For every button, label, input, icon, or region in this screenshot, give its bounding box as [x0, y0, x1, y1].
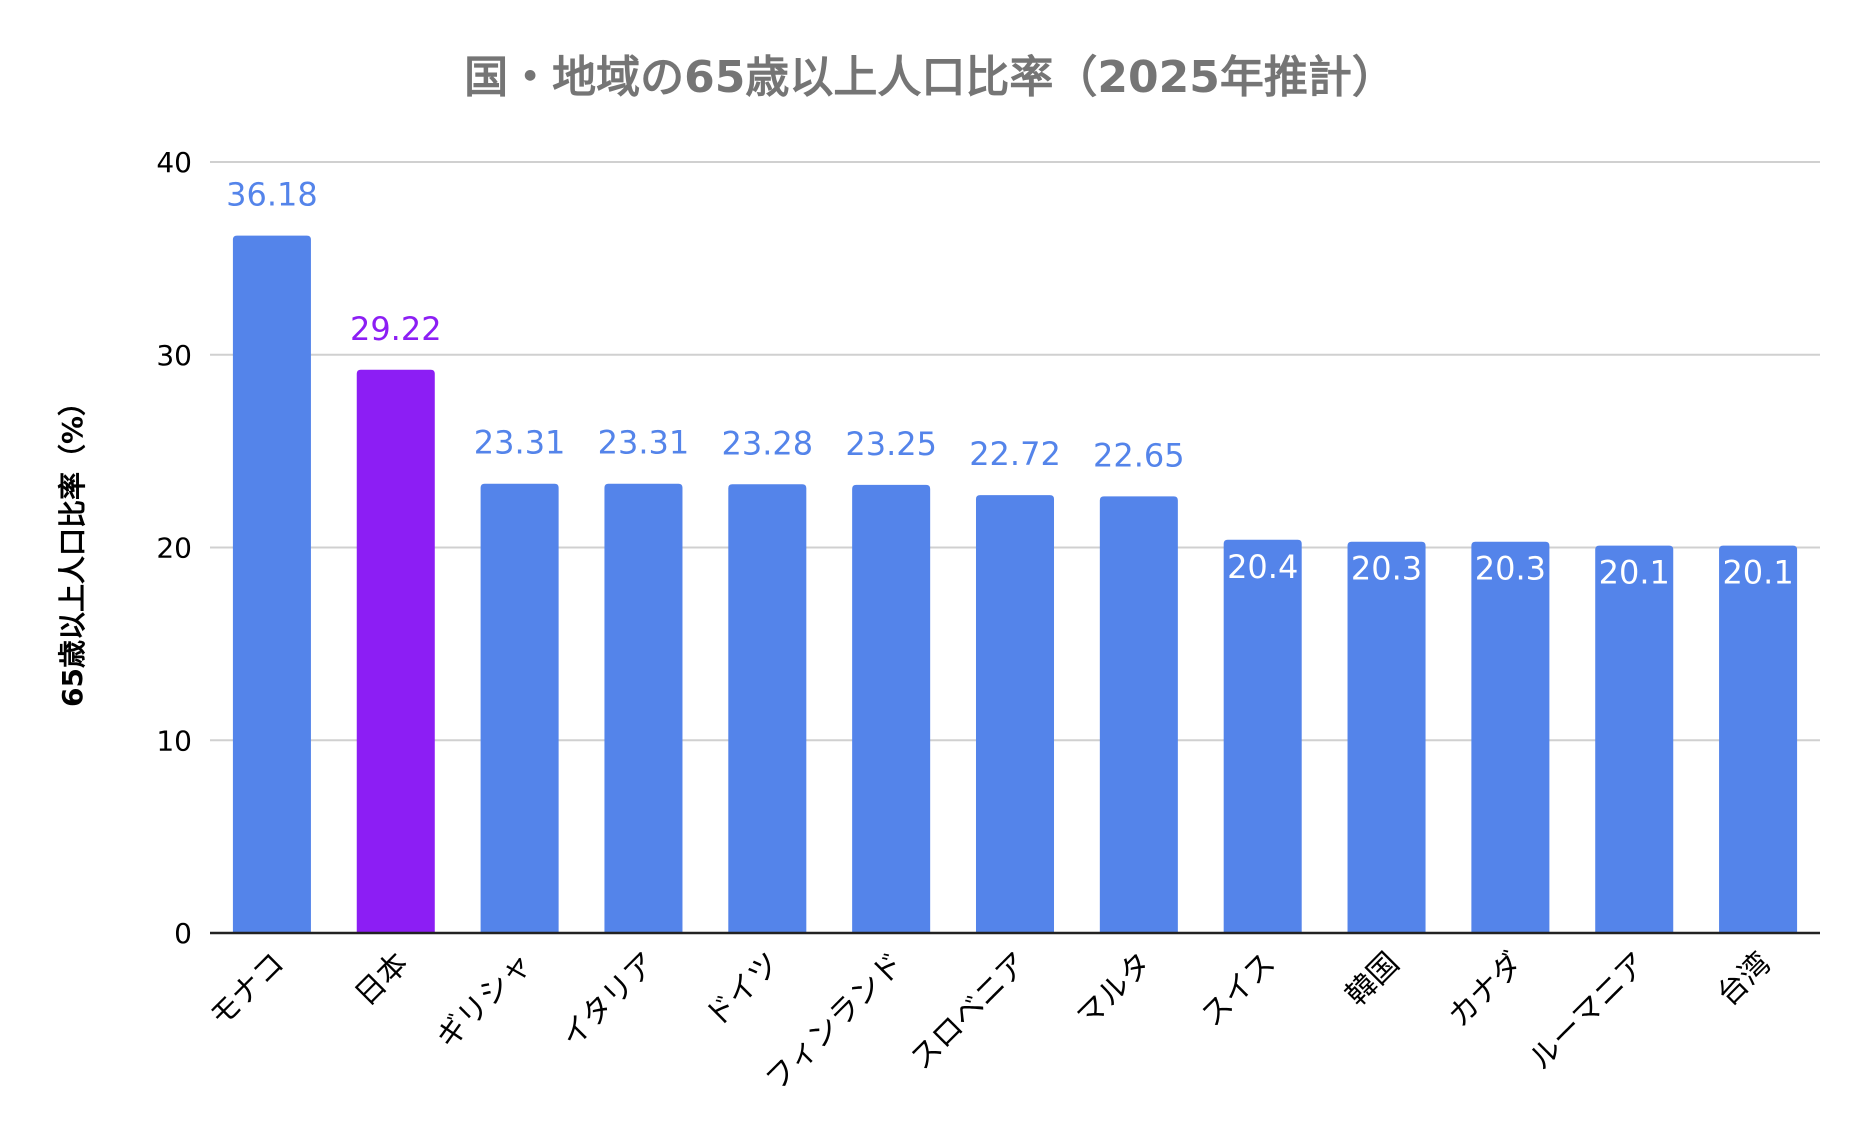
data-label: 20.1 — [1599, 554, 1670, 592]
x-tick-label: スイス — [1195, 946, 1283, 1034]
y-tick-label: 20 — [156, 532, 192, 565]
bar — [1223, 539, 1302, 933]
x-tick-label: イタリア — [554, 946, 663, 1055]
x-tick-label: ドイツ — [699, 946, 787, 1034]
x-tick-label: 韓国 — [1339, 946, 1406, 1013]
bar — [975, 495, 1055, 933]
data-labels: 36.18 29.22 23.31 23.31 23.28 23.25 22.72 22.65… — [226, 176, 1794, 592]
data-label: 23.31 — [598, 424, 690, 462]
x-tick-label: スロベニア — [904, 946, 1035, 1077]
bars — [232, 235, 1798, 933]
bar — [1099, 496, 1178, 933]
bar — [852, 484, 931, 933]
y-axis-title: 65歳以上人口比率（%） — [56, 388, 89, 707]
bar — [604, 483, 683, 933]
bar — [232, 235, 311, 933]
data-label: 29.22 — [350, 310, 442, 348]
x-tick-label: 台湾 — [1711, 946, 1778, 1013]
bar — [1595, 545, 1674, 933]
data-label: 22.72 — [969, 435, 1061, 473]
data-label: 22.65 — [1093, 436, 1185, 474]
x-tick-label: 日本 — [348, 946, 415, 1013]
y-tick-label: 40 — [156, 146, 192, 179]
x-tick-label: ルーマニア — [1523, 946, 1654, 1077]
bar — [480, 483, 559, 933]
data-label: 23.28 — [722, 424, 814, 462]
bar — [356, 369, 435, 933]
bar — [728, 484, 807, 933]
data-label: 23.31 — [474, 424, 566, 462]
data-label: 20.1 — [1722, 554, 1793, 592]
y-tick-label: 10 — [156, 724, 192, 757]
data-label: 23.25 — [845, 425, 937, 463]
y-tick-label: 0 — [174, 917, 192, 950]
data-label: 20.3 — [1351, 550, 1422, 588]
x-tick-label: ギリシャ — [430, 946, 540, 1056]
x-tick-label: カナダ — [1442, 946, 1530, 1034]
data-label: 20.4 — [1227, 548, 1298, 586]
bar — [1471, 541, 1550, 933]
x-tick-label: モナコ — [203, 946, 291, 1034]
x-tick-label: マルタ — [1070, 946, 1158, 1034]
data-label: 36.18 — [226, 176, 318, 214]
chart-title: 国・地域の65歳以上人口比率（2025年推計） — [464, 52, 1396, 103]
y-tick-label: 30 — [156, 339, 192, 372]
bar — [1347, 541, 1426, 933]
bar — [1719, 545, 1798, 933]
y-axis-ticks: 0 10 20 30 40 — [156, 146, 192, 950]
data-label: 20.3 — [1475, 550, 1546, 588]
